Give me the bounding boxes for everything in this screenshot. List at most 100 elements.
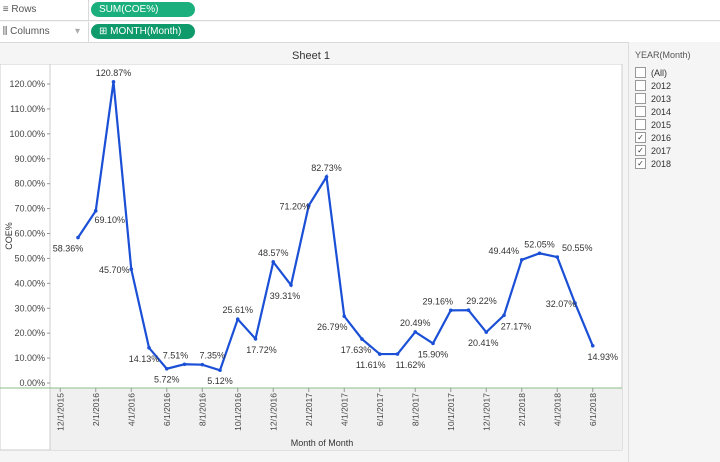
data-label: 82.73% (311, 163, 342, 173)
filter-item[interactable]: (All) (635, 66, 720, 79)
data-label: 25.61% (222, 305, 253, 315)
data-point[interactable] (164, 366, 169, 371)
y-tick-label: 70.00% (14, 204, 45, 214)
filter-item[interactable]: 2012 (635, 79, 720, 92)
data-point[interactable] (147, 345, 151, 350)
data-label: 26.79% (317, 322, 348, 332)
data-label: 5.12% (207, 376, 233, 386)
x-tick-label: 2/1/2017 (304, 393, 314, 426)
columns-label: Columns (10, 26, 50, 37)
data-label: 39.31% (270, 291, 301, 301)
data-label: 7.51% (163, 350, 189, 360)
x-tick-label: 4/1/2016 (126, 393, 136, 426)
data-point[interactable] (466, 308, 471, 312)
x-tick-label: 10/1/2016 (233, 393, 243, 431)
dropdown-icon[interactable]: ▾ (74, 26, 80, 37)
data-point[interactable] (182, 362, 187, 367)
data-point[interactable] (502, 313, 506, 318)
checkbox[interactable] (635, 93, 646, 104)
filter-item-label: 2012 (651, 80, 672, 91)
checkbox[interactable]: ✓ (635, 145, 646, 156)
data-label: 120.87% (96, 68, 132, 78)
filter-item-label: 2013 (651, 93, 672, 104)
x-tick-label: 12/1/2015 (55, 393, 65, 431)
y-tick-label: 30.00% (14, 303, 45, 313)
checkbox[interactable] (635, 67, 646, 78)
y-tick-label: 0.00% (19, 378, 45, 388)
data-point[interactable] (253, 337, 258, 341)
data-label: 20.41% (468, 338, 499, 348)
data-point[interactable] (76, 235, 80, 240)
x-tick-label: 6/1/2018 (588, 393, 598, 426)
data-label: 49.44% (488, 246, 519, 256)
y-tick-label: 50.00% (14, 253, 45, 263)
filter-item[interactable]: 2014 (635, 105, 720, 118)
filter-item[interactable]: 2013 (635, 92, 720, 105)
data-label: 17.63% (341, 345, 372, 355)
x-tick-label: 8/1/2016 (197, 393, 207, 426)
data-label: 50.55% (562, 243, 593, 253)
data-point[interactable] (537, 251, 542, 256)
y-tick-label: 90.00% (14, 154, 45, 164)
data-point[interactable] (573, 301, 577, 305)
data-point[interactable] (93, 209, 98, 213)
data-point[interactable] (342, 314, 347, 319)
rows-label: Rows (11, 4, 37, 15)
data-point[interactable] (555, 255, 560, 259)
filter-item[interactable]: ✓ 2018 (635, 157, 720, 170)
data-point[interactable] (271, 260, 276, 264)
checkbox[interactable]: ✓ (635, 132, 646, 143)
x-tick-label: 2/1/2018 (517, 393, 527, 426)
data-point[interactable] (306, 203, 311, 208)
data-point[interactable] (395, 352, 400, 356)
filter-item[interactable]: ✓ 2016 (635, 131, 720, 144)
data-label: 5.72% (154, 375, 180, 385)
data-point[interactable] (590, 343, 595, 348)
data-point[interactable] (200, 362, 205, 367)
x-tick-label: 4/1/2018 (552, 393, 562, 426)
checkbox[interactable]: ✓ (635, 158, 646, 169)
x-tick-label: 10/1/2017 (446, 393, 456, 431)
columns-pill[interactable]: ⊞ MONTH(Month) (91, 24, 195, 39)
rows-pill[interactable]: SUM(COE%) (91, 2, 195, 17)
checkbox[interactable] (635, 106, 646, 117)
data-point[interactable] (324, 175, 329, 179)
checkbox[interactable] (635, 119, 646, 130)
data-point[interactable] (413, 330, 418, 334)
data-point[interactable] (111, 80, 116, 84)
filter-item[interactable]: ✓ 2017 (635, 144, 720, 157)
y-tick-label: 40.00% (14, 278, 45, 288)
data-label: 29.16% (422, 296, 453, 306)
data-point[interactable] (235, 317, 240, 321)
data-label: 29.22% (466, 296, 497, 306)
x-axis-title: Month of Month (291, 438, 354, 448)
y-tick-label: 20.00% (14, 328, 45, 338)
data-point[interactable] (448, 308, 453, 313)
filter-item[interactable]: 2015 (635, 118, 720, 131)
data-point[interactable] (519, 258, 524, 262)
data-label: 52.05% (524, 239, 555, 249)
filter-item-label: 2015 (651, 119, 672, 130)
data-label: 58.36% (53, 244, 84, 254)
data-point[interactable] (218, 368, 222, 373)
y-axis-title: COE% (4, 222, 14, 250)
line-chart: 0.00% 10.00% 20.00% 30.00% 40.00% 50.00% 60.00… (0, 64, 623, 451)
x-tick-label: 2/1/2016 (91, 393, 101, 426)
y-tick-label: 120.00% (9, 79, 45, 89)
data-point[interactable] (360, 337, 364, 341)
data-point[interactable] (484, 330, 489, 334)
filter-item-label: 2016 (651, 132, 672, 143)
data-point[interactable] (289, 283, 293, 287)
series-line (77, 81, 594, 372)
checkbox[interactable] (635, 80, 646, 91)
x-tick-label: 6/1/2016 (162, 393, 172, 426)
data-point[interactable] (377, 352, 382, 356)
x-tick-label: 8/1/2017 (410, 393, 420, 426)
year-filter: YEAR(Month) (All) 2012 2013 2014 2015 ✓ 2016 ✓ 2… (628, 42, 720, 462)
y-tick-label: 80.00% (14, 179, 45, 189)
data-point[interactable] (431, 341, 435, 346)
filter-item-label: 2014 (651, 106, 672, 117)
data-point[interactable] (129, 267, 134, 271)
rows-icon: ≡ (0, 4, 12, 15)
data-label: 14.93% (587, 352, 618, 362)
